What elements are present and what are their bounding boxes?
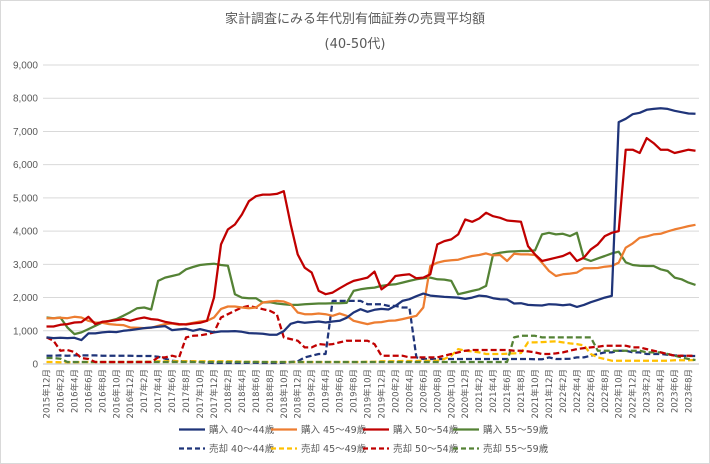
x-tick-label: 2022年4月	[572, 369, 583, 413]
y-tick-label: 5,000	[13, 193, 38, 204]
x-tick-label: 2017年12月	[209, 369, 220, 418]
x-tick-label: 2021年2月	[474, 369, 485, 413]
x-tick-label: 2022年2月	[558, 369, 569, 413]
y-axis-ticks: 0 1,000 2,000 3,000 4,000 5,000 6,000 7,000 8,00…	[13, 61, 38, 371]
x-tick-label: 2020年4月	[404, 369, 415, 413]
x-tick-label: 2020年2月	[390, 369, 401, 413]
x-tick-label: 2023年2月	[642, 369, 653, 413]
x-tick-label: 2023年8月	[684, 369, 695, 413]
x-tick-label: 2020年10月	[446, 369, 457, 418]
y-tick-label: 6,000	[13, 160, 38, 171]
x-tick-label: 2016年8月	[97, 369, 108, 413]
gridlines	[43, 64, 699, 365]
x-tick-label: 2020年12月	[460, 369, 471, 418]
x-tick-label: 2021年12月	[544, 369, 555, 418]
x-tick-label: 2020年6月	[418, 369, 429, 413]
x-tick-label: 2019年10月	[363, 369, 374, 418]
x-tick-label: 2021年6月	[502, 369, 513, 413]
x-tick-label: 2021年10月	[530, 369, 541, 418]
legend-label: 購入 50～54歳	[393, 424, 459, 436]
y-tick-label: 0	[32, 360, 38, 371]
x-tick-label: 2017年8月	[181, 369, 192, 413]
x-tick-label: 2023年6月	[670, 369, 681, 413]
legend-label: 売却 55～59歳	[483, 443, 549, 455]
series-line	[46, 334, 696, 364]
x-tick-label: 2018年12月	[293, 369, 304, 418]
y-tick-label: 1,000	[13, 326, 38, 337]
x-tick-label: 2018年2月	[223, 369, 234, 413]
series-line	[46, 299, 696, 365]
x-tick-label: 2019年6月	[335, 369, 346, 413]
x-tick-label: 2018年10月	[279, 369, 290, 418]
legend-label: 購入 55～59歳	[483, 424, 549, 436]
series-line	[46, 304, 696, 364]
series-line	[46, 231, 696, 336]
x-tick-label: 2021年4月	[488, 369, 499, 413]
x-tick-label: 2017年4月	[153, 369, 164, 413]
y-tick-label: 4,000	[13, 227, 38, 238]
series-line	[46, 136, 696, 328]
x-tick-label: 2018年6月	[251, 369, 262, 413]
y-tick-label: 9,000	[13, 61, 38, 72]
x-tick-label: 2019年12月	[376, 369, 387, 418]
x-tick-label: 2018年4月	[237, 369, 248, 413]
legend-label: 売却 50～54歳	[393, 443, 459, 455]
series-line	[46, 223, 696, 330]
x-tick-label: 2015年12月	[41, 369, 52, 418]
x-tick-label: 2016年10月	[111, 369, 122, 418]
legend-label: 売却 45～49歳	[301, 443, 367, 455]
x-axis-ticks: 2015年12月 2016年2月 2016年4月 2016年6月 2016年8月 2016…	[41, 369, 694, 418]
x-tick-label: 2016年12月	[125, 369, 136, 418]
legend-label: 購入 40～44歳	[209, 424, 275, 436]
x-tick-label: 2017年6月	[167, 369, 178, 413]
y-tick-label: 2,000	[13, 293, 38, 304]
x-tick-label: 2023年4月	[656, 369, 667, 413]
x-tick-label: 2016年4月	[69, 369, 80, 413]
x-tick-label: 2022年12月	[628, 369, 639, 418]
x-tick-label: 2020年8月	[432, 369, 443, 413]
legend-label: 購入 45～49歳	[301, 424, 367, 436]
x-tick-label: 2019年8月	[349, 369, 360, 413]
legend-label: 売却 40～44歳	[209, 443, 275, 455]
x-tick-label: 2022年10月	[614, 369, 625, 418]
x-tick-label: 2022年8月	[600, 369, 611, 413]
chart-title: 家計調査にみる年代別有価証券の売買平均額	[225, 11, 485, 27]
y-tick-label: 3,000	[13, 260, 38, 271]
x-tick-label: 2022年6月	[586, 369, 597, 413]
chart-subtitle: (40-50代)	[325, 37, 386, 52]
series-lines	[46, 107, 696, 365]
x-tick-label: 2021年8月	[516, 369, 527, 413]
x-tick-label: 2017年10月	[195, 369, 206, 418]
x-tick-label: 2016年6月	[83, 369, 94, 413]
x-tick-label: 2019年4月	[321, 369, 332, 413]
x-tick-label: 2018年8月	[265, 369, 276, 413]
series-line	[46, 340, 696, 364]
y-tick-label: 8,000	[13, 94, 38, 105]
x-tick-label: 2016年2月	[55, 369, 66, 413]
x-tick-label: 2019年2月	[307, 369, 318, 413]
series-line	[46, 107, 696, 342]
y-tick-label: 7,000	[13, 127, 38, 138]
x-tick-label: 2017年2月	[139, 369, 150, 413]
